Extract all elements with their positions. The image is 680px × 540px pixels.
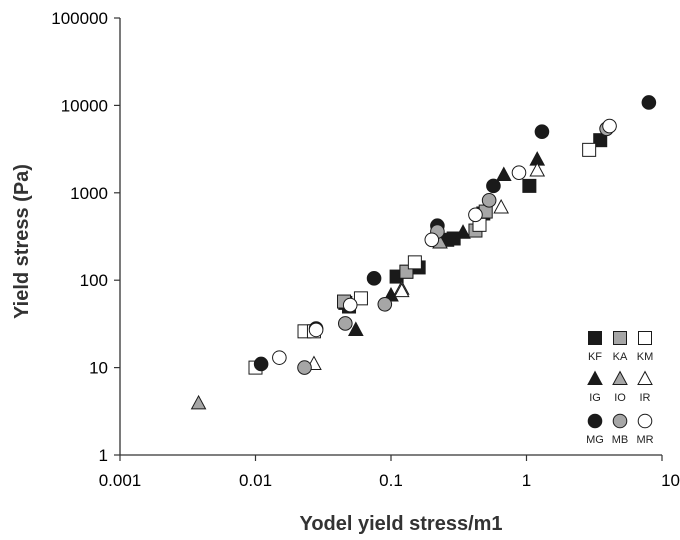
y-tick-label: 10000 — [61, 96, 108, 115]
data-point-mb — [481, 193, 497, 208]
x-tick-label: 0.001 — [99, 471, 142, 490]
y-tick-label: 100 — [80, 271, 108, 290]
y-tick-label: 10 — [89, 359, 108, 378]
y-axis-ticks: 1 10 100 1000 10000 100000 — [51, 9, 120, 465]
data-point-ig — [347, 321, 364, 336]
legend-marker-mg — [587, 413, 603, 429]
legend-label-ka: KA — [613, 351, 628, 363]
data-point-mg — [641, 95, 657, 110]
y-tick-label: 1 — [99, 446, 108, 465]
legend-label-mb: MB — [612, 434, 629, 446]
data-point-mr — [308, 322, 324, 338]
data-point-km — [582, 142, 597, 157]
legend-label-ir: IR — [640, 392, 651, 404]
x-axis-ticks: 0.001 0.01 0.1 1 10 — [99, 455, 680, 490]
x-axis-title: Yodel yield stress/m1 — [299, 513, 502, 535]
data-markers — [190, 95, 657, 410]
data-point-ir — [493, 198, 509, 214]
data-point-mb — [377, 296, 393, 312]
data-point-ig — [495, 166, 512, 182]
data-point-mg — [534, 124, 550, 140]
legend-label-km: KM — [637, 351, 654, 363]
data-point-mg — [486, 178, 501, 194]
legend-marker-ka — [613, 331, 627, 345]
data-point-ir — [393, 282, 410, 298]
legend: KF KA KM IG IO IR MG MB MR — [586, 331, 654, 446]
data-point-io — [190, 394, 207, 410]
data-point-ig — [455, 224, 471, 239]
legend-marker-km — [638, 331, 652, 345]
data-point-kf — [522, 178, 537, 193]
legend-marker-ir — [637, 370, 653, 386]
legend-marker-mr — [637, 413, 653, 429]
data-point-mr — [342, 297, 358, 313]
data-point-mb — [297, 360, 312, 375]
data-point-km — [407, 255, 422, 270]
data-point-mr — [272, 350, 287, 365]
data-point-km — [353, 291, 368, 306]
data-point-mg — [366, 271, 382, 286]
legend-marker-io — [612, 370, 628, 386]
legend-label-mg: MG — [586, 434, 604, 446]
x-tick-label: 0.01 — [239, 471, 272, 490]
legend-marker-ig — [587, 370, 603, 386]
data-point-mb — [338, 316, 353, 331]
data-point-ir — [529, 162, 546, 177]
legend-label-io: IO — [614, 392, 626, 404]
data-point-mr — [511, 165, 527, 180]
legend-label-kf: KF — [588, 351, 602, 363]
y-tick-label: 1000 — [70, 184, 108, 203]
data-point-kf — [593, 133, 608, 148]
x-tick-label: 0.1 — [379, 471, 403, 490]
data-point-mr — [602, 118, 617, 134]
data-point-mr — [468, 207, 483, 223]
data-point-mg — [253, 356, 269, 372]
plot-frame — [119, 18, 662, 456]
x-tick-label: 10 — [661, 471, 680, 490]
data-point-mr — [424, 232, 440, 248]
legend-label-mr: MR — [636, 434, 653, 446]
x-tick-label: 1 — [522, 471, 531, 490]
y-tick-label: 100000 — [51, 9, 108, 28]
legend-marker-mb — [612, 413, 628, 429]
y-axis-title: Yield stress (Pa) — [11, 164, 33, 319]
legend-label-ig: IG — [589, 392, 601, 404]
legend-marker-kf — [588, 331, 602, 345]
